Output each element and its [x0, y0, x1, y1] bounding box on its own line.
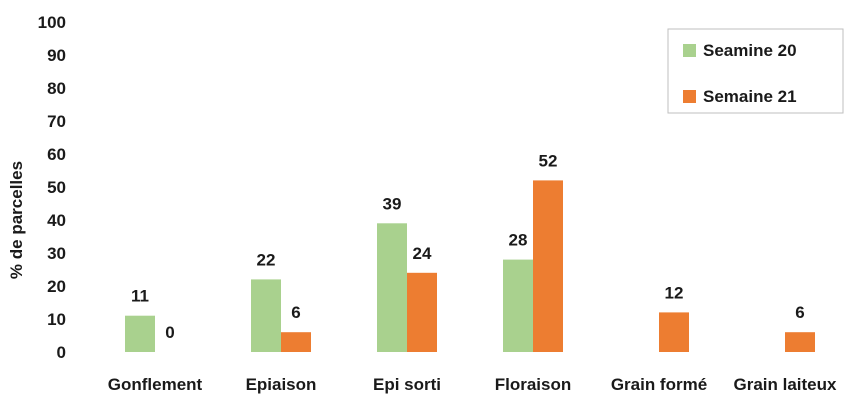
data-label-semaine-21-grain-laiteux: 6 [795, 303, 804, 322]
bar-seamine-20-epi-sorti [377, 223, 407, 352]
bar-semaine-21-grain-laiteux [785, 332, 815, 352]
x-axis-labels: Gonflement Epiaison Epi sorti Floraison Grai… [108, 375, 837, 394]
legend-label-semaine-21: Semaine 21 [703, 87, 797, 106]
y-axis-title: % de parcelles [7, 161, 26, 279]
bar-seamine-20-epiaison [251, 279, 281, 352]
data-labels: 11 0 22 6 39 24 28 52 12 6 [131, 151, 805, 342]
y-tick-label: 70 [47, 112, 66, 131]
data-label-semaine-21-gonflement: 0 [165, 323, 174, 342]
y-tick-label: 100 [38, 13, 66, 32]
data-label-semaine-21-epiaison: 6 [291, 303, 300, 322]
x-tick-label-grain-laiteux: Grain laiteux [734, 375, 838, 394]
bar-semaine-21-epiaison [281, 332, 311, 352]
data-label-seamine-20-epiaison: 22 [257, 250, 276, 269]
y-axis-ticks: 0 10 20 30 40 50 60 70 80 90 100 [38, 13, 66, 362]
x-tick-label-floraison: Floraison [495, 375, 572, 394]
y-tick-label: 30 [47, 244, 66, 263]
data-label-seamine-20-epi-sorti: 39 [383, 194, 402, 213]
x-tick-label-gonflement: Gonflement [108, 375, 203, 394]
x-tick-label-epiaison: Epiaison [246, 375, 317, 394]
bar-seamine-20-floraison [503, 259, 533, 352]
x-tick-label-epi-sorti: Epi sorti [373, 375, 441, 394]
legend-swatch-seamine-20 [683, 44, 696, 57]
legend-box [667, 28, 844, 114]
data-label-semaine-21-grain-forme: 12 [665, 283, 684, 302]
y-tick-label: 90 [47, 46, 66, 65]
legend-label-seamine-20: Seamine 20 [703, 41, 797, 60]
bar-semaine-21-epi-sorti [407, 272, 437, 352]
y-tick-label: 40 [47, 211, 66, 230]
data-label-semaine-21-epi-sorti: 24 [413, 244, 432, 263]
y-tick-label: 50 [47, 178, 66, 197]
bar-semaine-21-grain-forme [659, 312, 689, 352]
x-tick-label-grain-forme: Grain formé [611, 375, 707, 394]
y-tick-label: 60 [47, 145, 66, 164]
y-tick-label: 10 [47, 310, 66, 329]
y-tick-label: 0 [57, 343, 66, 362]
legend: Seamine 20 Semaine 21 [667, 28, 844, 114]
data-label-semaine-21-floraison: 52 [539, 151, 558, 170]
data-label-seamine-20-floraison: 28 [509, 231, 528, 250]
y-tick-label: 20 [47, 277, 66, 296]
legend-swatch-semaine-21 [683, 90, 696, 103]
data-label-seamine-20-gonflement: 11 [131, 287, 149, 306]
bars [125, 180, 815, 352]
y-tick-label: 80 [47, 79, 66, 98]
bar-seamine-20-gonflement [125, 315, 155, 352]
bar-semaine-21-floraison [533, 180, 563, 352]
